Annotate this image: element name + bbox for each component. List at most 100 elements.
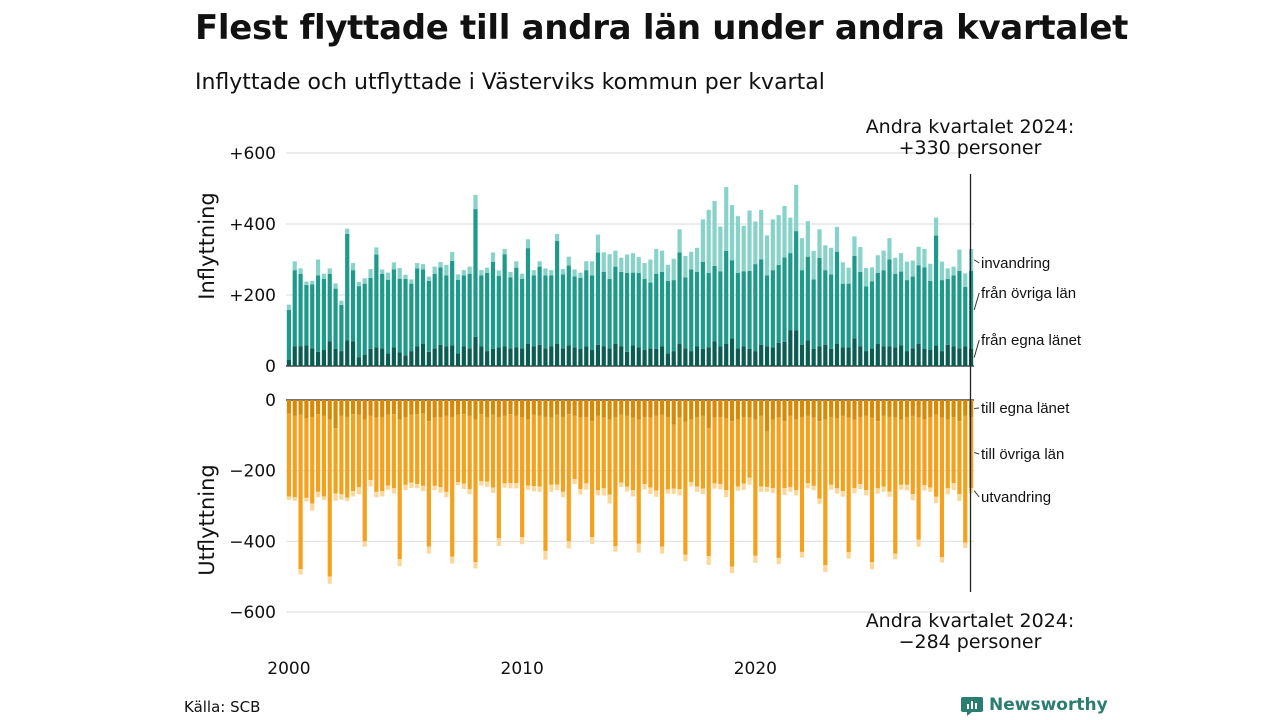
bar-out-ovriga [508,414,513,484]
bar-out-egna [601,400,606,418]
bar-out-egna [450,400,455,417]
bar-out-egna [794,400,799,420]
bar-in-ovriga [444,275,449,347]
bar-in-egna [315,351,321,366]
bar-in-ovriga [543,275,548,349]
bar-out-utvandring [543,550,548,560]
bar-in-ovriga [910,276,915,349]
bar-out-utvandring [374,491,379,498]
bar-out-egna [770,400,775,420]
bar-out-egna [525,400,531,420]
bar-out-egna [735,400,740,420]
bar-in-invandring [700,219,705,262]
bar-out-egna [910,400,915,416]
brand-name: Newsworthy [989,695,1108,715]
bar-in-ovriga [520,279,525,349]
bar-out-utvandring [624,486,630,492]
bar-in-ovriga [893,273,898,348]
bar-out-egna [963,400,968,416]
bar-in-invandring [549,270,554,276]
bar-in-invandring [939,261,945,281]
bar-in-ovriga [782,257,787,342]
bar-in-egna [485,351,490,366]
bar-in-ovriga [636,272,641,348]
bar-in-egna [339,351,344,366]
bar-in-egna [310,348,315,366]
bar-in-ovriga [385,279,391,354]
bar-in-invandring [578,272,583,278]
bar-in-ovriga [473,209,478,337]
bar-out-utvandring [420,485,426,492]
bar-in-egna [525,343,531,366]
bar-in-ovriga [368,277,373,349]
bar-out-utvandring [922,485,927,491]
bar-out-ovriga [525,419,531,486]
bar-out-ovriga [438,416,443,488]
bar-in-invandring [735,216,740,273]
bar-in-ovriga [794,231,799,331]
bar-in-invandring [374,247,379,255]
bar-out-egna [368,400,373,416]
bar-out-ovriga [834,418,840,489]
bar-out-utvandring [689,482,694,487]
bar-in-invandring [665,264,670,281]
bar-in-ovriga [339,304,344,352]
bar-out-egna [741,400,746,417]
bar-in-invandring [642,263,647,280]
bar-in-egna [467,348,472,366]
y-tick-bottom-0: 0 [265,391,276,411]
bar-out-ovriga [496,416,501,539]
bar-in-ovriga [415,268,420,347]
bar-out-egna [339,400,344,416]
bar-in-egna [811,348,816,366]
bar-out-utvandring [444,491,449,498]
bar-out-ovriga [543,416,548,551]
bar-out-egna [549,400,554,418]
bar-in-invandring [450,252,455,261]
bar-in-ovriga [426,280,431,352]
bar-out-ovriga [339,415,344,495]
bar-out-ovriga [799,416,805,552]
bar-in-egna [887,346,892,366]
bar-in-egna [782,341,787,366]
bar-out-utvandring [339,494,344,500]
bar-out-ovriga [794,419,799,491]
bar-in-ovriga [391,269,396,348]
bar-out-utvandring [654,490,659,497]
bar-out-ovriga [899,419,904,485]
bar-out-egna [590,400,595,422]
bar-in-egna [654,348,659,366]
bar-in-egna [432,348,437,366]
bar-out-ovriga [502,415,507,484]
bar-in-egna [712,341,717,366]
bar-out-egna [747,400,752,418]
bar-in-ovriga [438,267,443,345]
bar-out-egna [700,400,705,416]
bar-out-ovriga [753,419,758,556]
bar-in-ovriga [590,275,595,351]
bar-out-ovriga [712,417,717,484]
brand-logo[interactable]: Newsworthy [961,694,1108,716]
bar-in-invandring [776,215,781,265]
bar-in-egna [922,348,927,366]
bar-out-egna [706,400,711,429]
bar-out-ovriga [333,428,338,494]
bar-in-ovriga [829,274,834,349]
bar-in-egna [356,357,361,366]
bar-in-invandring [286,304,292,310]
bar-in-invandring [659,250,665,272]
y-tick-bottom-1: −200 [229,462,276,482]
segment-label-bottom-1: till övriga län [981,446,1064,463]
bar-in-ovriga [689,269,694,352]
bar-in-ovriga [840,283,845,348]
bar-out-egna [321,400,326,416]
bar-in-invandring [922,248,927,268]
bar-in-ovriga [729,260,735,339]
bar-out-utvandring [735,486,740,491]
bar-out-egna [916,400,921,418]
bar-out-egna [834,400,840,419]
bar-in-invandring [729,205,735,261]
bar-in-egna [304,345,309,366]
bar-in-invandring [356,281,361,287]
bar-out-egna [811,400,816,418]
